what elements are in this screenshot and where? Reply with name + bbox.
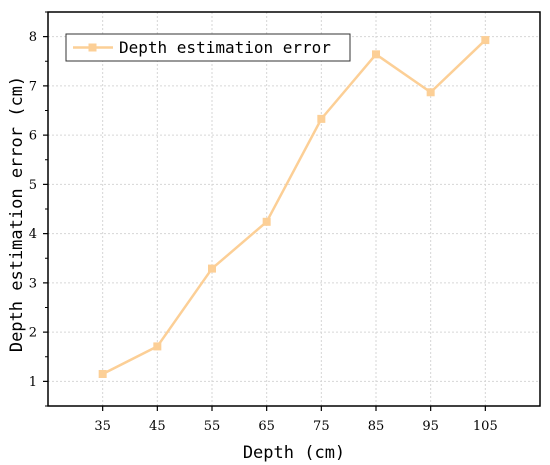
legend-marker-swatch [88, 43, 97, 52]
y-tick-label: 8 [29, 30, 37, 45]
data-point [208, 264, 216, 273]
data-point [98, 369, 107, 378]
x-tick-label: 45 [149, 419, 166, 434]
data-point [426, 88, 435, 97]
y-axis: 1 2 3 4 5 6 7 8 [29, 11, 48, 407]
y-tick-label: 2 [29, 326, 37, 341]
x-axis: 35 45 55 65 75 85 95 105 [94, 406, 498, 434]
legend-label: Depth estimation error [119, 38, 331, 57]
x-axis-title: Depth (cm) [243, 443, 345, 463]
plot-frame [47, 11, 541, 407]
x-tick-label: 85 [368, 419, 385, 434]
legend: Depth estimation error [65, 33, 351, 62]
x-tick-label: 95 [422, 419, 439, 434]
x-tick-label: 55 [204, 419, 221, 434]
y-tick-label: 7 [29, 79, 37, 94]
x-tick-label: 75 [313, 419, 330, 434]
x-tick-label: 65 [258, 419, 275, 434]
grid-lines [48, 12, 540, 406]
y-tick-label: 6 [29, 129, 37, 144]
series-line [102, 39, 487, 376]
data-point [153, 342, 162, 351]
y-tick-label: 3 [29, 276, 37, 291]
data-point [262, 217, 271, 226]
x-tick-label: 105 [473, 419, 498, 434]
y-axis-title: Depth estimation error (cm) [7, 76, 27, 352]
y-tick-label: 4 [29, 227, 37, 242]
data-point [317, 114, 326, 123]
y-tick-label: 1 [29, 375, 37, 390]
x-tick-label: 35 [94, 419, 111, 434]
series-group [98, 36, 490, 378]
y-tick-label: 5 [29, 178, 37, 193]
data-point [481, 36, 490, 45]
data-point [372, 50, 380, 59]
legend-box [65, 33, 351, 62]
